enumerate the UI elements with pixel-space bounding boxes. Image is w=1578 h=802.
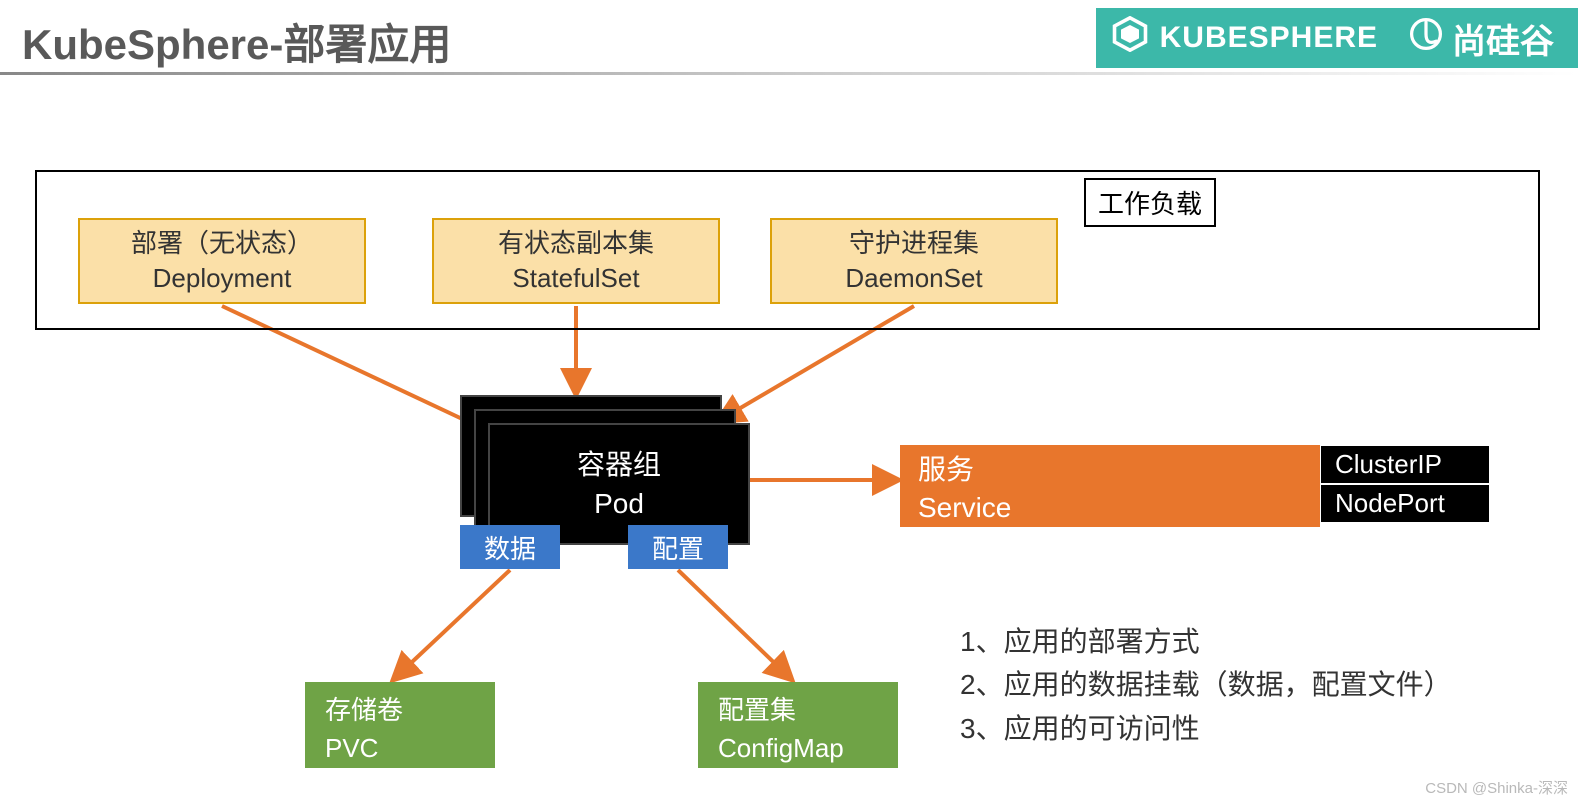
workload-deployment-zh: 部署（无状态） [80, 226, 364, 261]
service-en: Service [918, 489, 1302, 527]
service-type-nodeport: NodePort [1320, 484, 1490, 523]
configmap-en: ConfigMap [718, 730, 878, 768]
service-zh: 服务 [918, 451, 1302, 489]
service-type-clusterip: ClusterIP [1320, 445, 1490, 484]
workload-daemonset-zh: 守护进程集 [772, 226, 1056, 261]
header: KubeSphere-部署应用 KUBESPHERE 尚硅谷 [0, 0, 1578, 76]
workload-daemonset-en: DaemonSet [772, 261, 1056, 296]
storage-zh: 存储卷 [325, 692, 475, 730]
workload-statefulset-zh: 有状态副本集 [434, 226, 718, 261]
notes-list: 1、应用的部署方式 2、应用的数据挂载（数据，配置文件） 3、应用的可访问性 [960, 620, 1452, 750]
workload-deployment-box: 部署（无状态） Deployment [78, 218, 366, 304]
note-2: 2、应用的数据挂载（数据，配置文件） [960, 663, 1452, 706]
workload-statefulset-box: 有状态副本集 StatefulSet [432, 218, 720, 304]
atguigu-logo-icon [1408, 16, 1444, 61]
kubesphere-brand-text: KUBESPHERE [1160, 21, 1378, 55]
atguigu-brand: 尚硅谷 [1408, 14, 1554, 63]
kubesphere-brand: KUBESPHERE [1112, 16, 1378, 60]
watermark: CSDN @Shinka-深深 [1425, 777, 1568, 798]
note-3: 3、应用的可访问性 [960, 707, 1452, 750]
pod-tag-data: 数据 [460, 525, 560, 569]
storage-en: PVC [325, 730, 475, 768]
atguigu-brand-text: 尚硅谷 [1452, 14, 1554, 63]
pod-stack: 容器组 Pod [460, 395, 750, 545]
kubesphere-logo-icon [1112, 16, 1148, 60]
title-underline [0, 72, 1578, 78]
service-box: 服务 Service [900, 445, 1320, 527]
storage-pvc-box: 存储卷 PVC [305, 682, 495, 768]
workload-label: 工作负载 [1084, 178, 1216, 227]
page-title: KubeSphere-部署应用 [0, 5, 451, 72]
note-1: 1、应用的部署方式 [960, 620, 1452, 663]
workload-daemonset-box: 守护进程集 DaemonSet [770, 218, 1058, 304]
service-types: ClusterIP NodePort [1320, 445, 1490, 527]
pod-tag-config: 配置 [628, 525, 728, 569]
pod-zh: 容器组 [577, 445, 661, 484]
workload-statefulset-en: StatefulSet [434, 261, 718, 296]
pod-en: Pod [594, 484, 644, 523]
brand-bar: KUBESPHERE 尚硅谷 [1096, 8, 1578, 68]
workload-deployment-en: Deployment [80, 261, 364, 296]
configmap-box: 配置集 ConfigMap [698, 682, 898, 768]
configmap-zh: 配置集 [718, 692, 878, 730]
